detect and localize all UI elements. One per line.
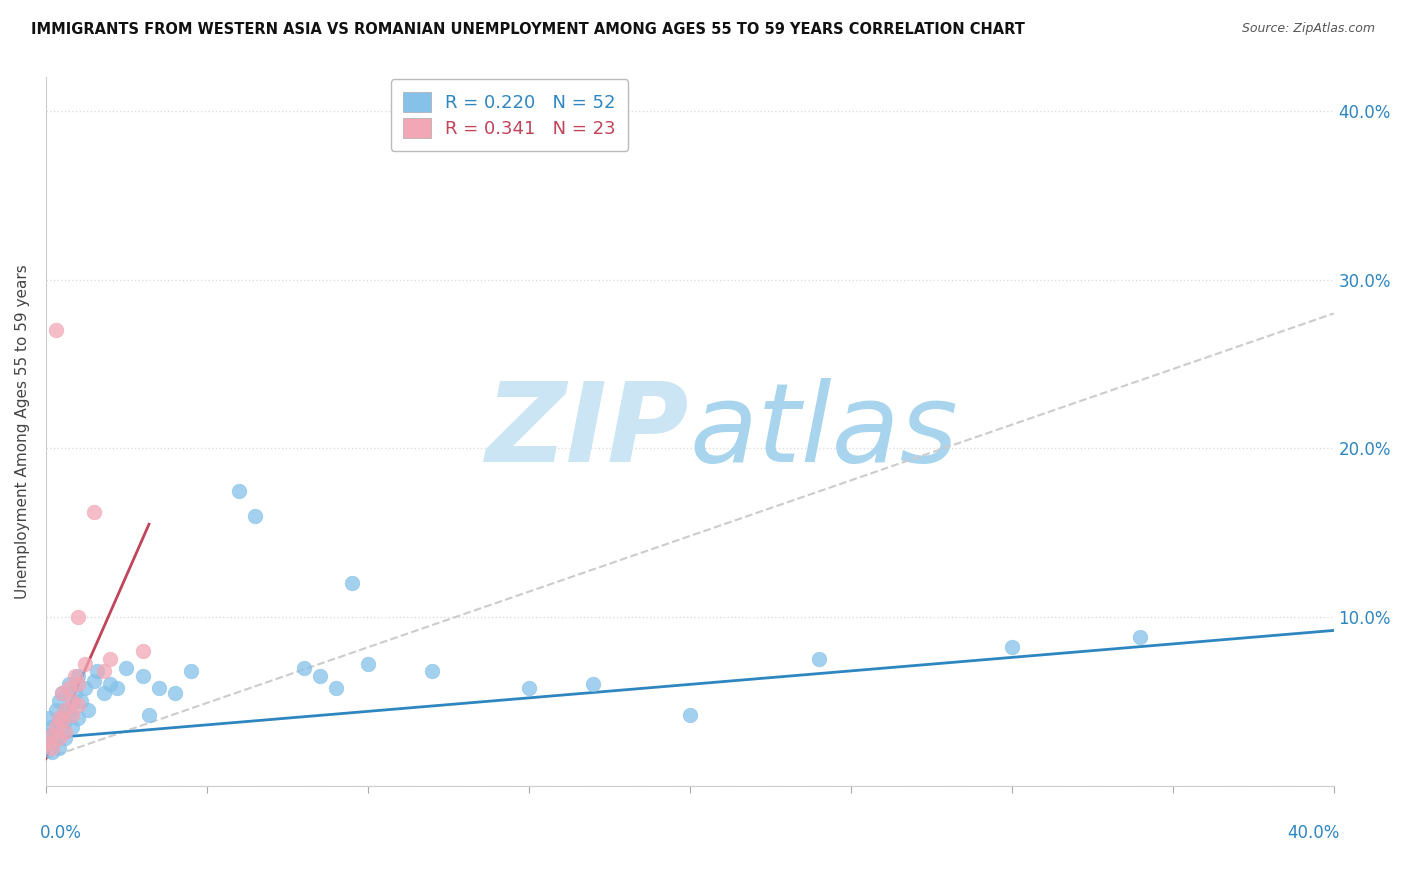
Point — [105, 681, 128, 695]
Point — [76, 703, 98, 717]
Point — [180, 664, 202, 678]
Point — [98, 652, 121, 666]
Point — [67, 711, 90, 725]
Point — [245, 508, 267, 523]
Point — [41, 745, 63, 759]
Point — [48, 731, 70, 746]
Text: 40.0%: 40.0% — [1288, 824, 1340, 842]
Point — [63, 669, 86, 683]
Point — [51, 686, 73, 700]
Text: atlas: atlas — [690, 378, 959, 485]
Point — [41, 741, 63, 756]
Point — [517, 681, 540, 695]
Point — [53, 703, 76, 717]
Text: IMMIGRANTS FROM WESTERN ASIA VS ROMANIAN UNEMPLOYMENT AMONG AGES 55 TO 59 YEARS : IMMIGRANTS FROM WESTERN ASIA VS ROMANIAN… — [31, 22, 1025, 37]
Point — [51, 686, 73, 700]
Point — [63, 686, 86, 700]
Point — [60, 694, 83, 708]
Point — [138, 707, 160, 722]
Point — [53, 724, 76, 739]
Point — [45, 703, 67, 717]
Point — [58, 677, 80, 691]
Point — [292, 660, 315, 674]
Point — [67, 698, 90, 712]
Point — [48, 694, 70, 708]
Point — [148, 681, 170, 695]
Point — [1001, 640, 1024, 655]
Point — [48, 741, 70, 756]
Point — [41, 720, 63, 734]
Point — [48, 714, 70, 729]
Point — [58, 707, 80, 722]
Point — [70, 694, 93, 708]
Point — [67, 677, 90, 691]
Point — [41, 736, 63, 750]
Point — [228, 483, 250, 498]
Point — [60, 720, 83, 734]
Point — [73, 657, 96, 672]
Point — [45, 720, 67, 734]
Point — [93, 664, 115, 678]
Text: Source: ZipAtlas.com: Source: ZipAtlas.com — [1241, 22, 1375, 36]
Y-axis label: Unemployment Among Ages 55 to 59 years: Unemployment Among Ages 55 to 59 years — [15, 264, 30, 599]
Point — [1129, 630, 1152, 644]
Point — [51, 711, 73, 725]
Point — [58, 681, 80, 695]
Point — [53, 731, 76, 746]
Point — [45, 724, 67, 739]
Point — [51, 714, 73, 729]
Point — [308, 669, 330, 683]
Point — [83, 673, 105, 688]
Point — [38, 728, 60, 742]
Point — [163, 686, 186, 700]
Point — [98, 677, 121, 691]
Point — [45, 731, 67, 746]
Point — [41, 728, 63, 742]
Point — [60, 707, 83, 722]
Legend: R = 0.220   N = 52, R = 0.341   N = 23: R = 0.220 N = 52, R = 0.341 N = 23 — [391, 79, 628, 151]
Point — [67, 669, 90, 683]
Point — [38, 736, 60, 750]
Point — [38, 711, 60, 725]
Point — [86, 664, 108, 678]
Point — [93, 686, 115, 700]
Point — [131, 643, 153, 657]
Point — [807, 652, 830, 666]
Point — [83, 505, 105, 519]
Point — [73, 681, 96, 695]
Point — [51, 720, 73, 734]
Point — [582, 677, 605, 691]
Point — [53, 714, 76, 729]
Point — [45, 323, 67, 337]
Point — [53, 703, 76, 717]
Point — [420, 664, 443, 678]
Point — [357, 657, 380, 672]
Point — [115, 660, 138, 674]
Point — [679, 707, 702, 722]
Text: ZIP: ZIP — [486, 378, 690, 485]
Text: 0.0%: 0.0% — [39, 824, 82, 842]
Point — [340, 576, 363, 591]
Point — [60, 698, 83, 712]
Point — [325, 681, 347, 695]
Point — [131, 669, 153, 683]
Point — [48, 711, 70, 725]
Point — [67, 610, 90, 624]
